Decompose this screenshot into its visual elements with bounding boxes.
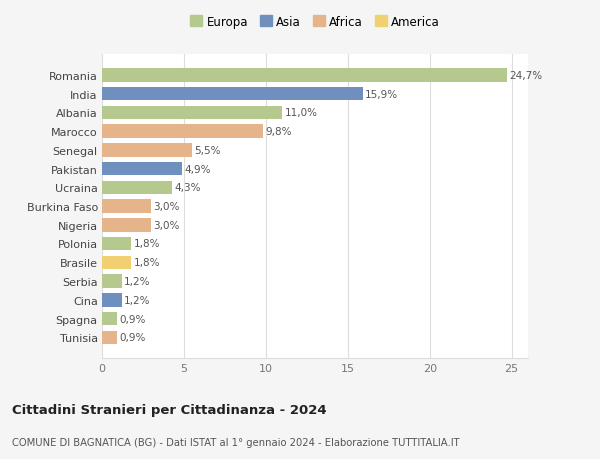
Text: 0,9%: 0,9% bbox=[119, 314, 146, 324]
Text: 24,7%: 24,7% bbox=[509, 71, 542, 81]
Text: 4,3%: 4,3% bbox=[175, 183, 202, 193]
Text: 1,2%: 1,2% bbox=[124, 295, 151, 305]
Text: 1,8%: 1,8% bbox=[134, 239, 160, 249]
Bar bbox=[102, 106, 282, 120]
Bar bbox=[102, 331, 117, 344]
Bar bbox=[102, 237, 131, 251]
Bar bbox=[102, 181, 172, 195]
Bar bbox=[102, 312, 117, 325]
Bar bbox=[102, 125, 263, 139]
Text: 5,5%: 5,5% bbox=[194, 146, 221, 156]
Text: 3,0%: 3,0% bbox=[154, 220, 180, 230]
Text: 15,9%: 15,9% bbox=[365, 90, 398, 99]
Bar bbox=[102, 200, 151, 213]
Bar bbox=[102, 162, 182, 176]
Bar bbox=[102, 218, 151, 232]
Text: Cittadini Stranieri per Cittadinanza - 2024: Cittadini Stranieri per Cittadinanza - 2… bbox=[12, 403, 326, 416]
Text: 11,0%: 11,0% bbox=[284, 108, 317, 118]
Text: 4,9%: 4,9% bbox=[185, 164, 211, 174]
Bar bbox=[102, 274, 122, 288]
Text: 3,0%: 3,0% bbox=[154, 202, 180, 212]
Bar bbox=[102, 69, 507, 82]
Text: 1,2%: 1,2% bbox=[124, 276, 151, 286]
Legend: Europa, Asia, Africa, America: Europa, Asia, Africa, America bbox=[190, 16, 440, 28]
Bar bbox=[102, 144, 192, 157]
Bar bbox=[102, 88, 362, 101]
Text: 9,8%: 9,8% bbox=[265, 127, 292, 137]
Bar bbox=[102, 256, 131, 269]
Text: 0,9%: 0,9% bbox=[119, 332, 146, 342]
Bar bbox=[102, 293, 122, 307]
Text: COMUNE DI BAGNATICA (BG) - Dati ISTAT al 1° gennaio 2024 - Elaborazione TUTTITAL: COMUNE DI BAGNATICA (BG) - Dati ISTAT al… bbox=[12, 437, 460, 447]
Text: 1,8%: 1,8% bbox=[134, 257, 160, 268]
